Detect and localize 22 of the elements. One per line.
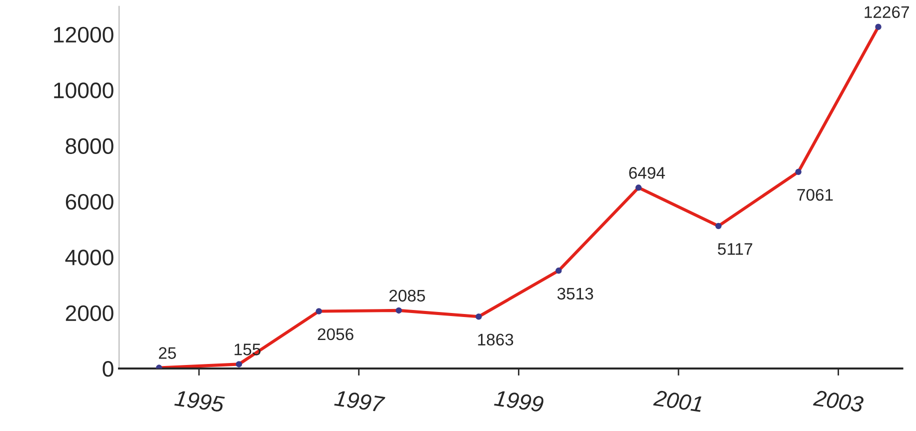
y-tick-label: 10000 [54, 82, 114, 98]
y-tick-label: 4000 [65, 250, 114, 266]
data-label: 2085 [389, 290, 425, 302]
data-label: 155 [234, 344, 260, 356]
y-tick-label: 8000 [66, 138, 114, 154]
x-tick-label: 2001 [653, 390, 702, 412]
data-label: 7061 [797, 188, 833, 201]
data-label: 5117 [718, 243, 752, 255]
data-label: 25 [158, 347, 176, 359]
data-label: 2056 [318, 328, 354, 340]
data-label: 6494 [629, 167, 665, 179]
x-tick-label: 2003 [812, 390, 864, 412]
x-tick-label: 1995 [174, 390, 225, 412]
y-tick-label: 0 [102, 361, 114, 377]
y-tick-label: 6000 [66, 194, 114, 210]
data-label: 1863 [478, 334, 514, 346]
x-tick-label: 1999 [494, 390, 544, 412]
data-label: 12267 [864, 6, 909, 18]
data-label: 3513 [557, 288, 594, 300]
y-tick-label: 2000 [66, 305, 114, 322]
y-tick-label: 12000 [54, 26, 114, 43]
x-tick-label: 1997 [334, 390, 386, 412]
